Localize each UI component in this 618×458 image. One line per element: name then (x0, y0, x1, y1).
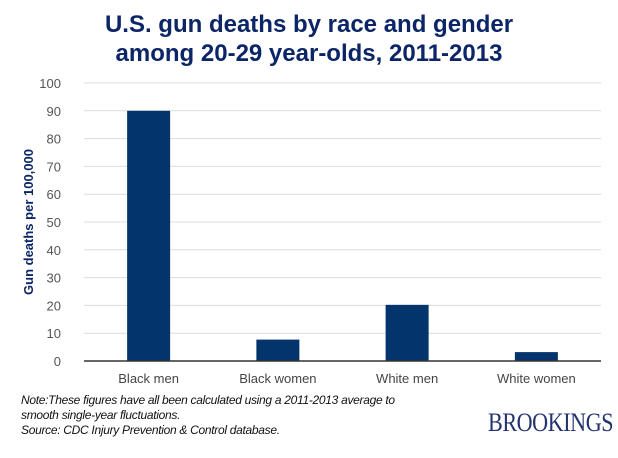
y-tick-label: 70 (47, 159, 61, 174)
y-tick-label: 100 (39, 76, 61, 91)
chart-title: U.S. gun deaths by race and gender among… (0, 10, 618, 68)
y-tick-label: 40 (47, 243, 61, 258)
y-tick-label: 80 (47, 132, 61, 147)
y-tick-label: 20 (47, 298, 61, 313)
y-tick-label: 30 (47, 271, 61, 286)
note-line-2: smooth single-year fluctuations. (21, 408, 181, 422)
bar-black-women (256, 339, 300, 361)
title-line-2: among 20-29 year-olds, 2011-2013 (115, 40, 503, 67)
brookings-logo: BROOKINGS (488, 408, 614, 437)
bar-white-women (514, 352, 558, 361)
y-axis-label: Gun deaths per 100,000 (21, 149, 36, 295)
source-line: Source: CDC Injury Prevention & Control … (21, 423, 280, 437)
x-tick-label: Black men (118, 371, 179, 386)
x-tick-label: White women (497, 371, 576, 386)
x-tick-label: Black women (239, 371, 316, 386)
bar-black-men (127, 110, 171, 361)
note-line-1: Note:These figures have all been calcula… (21, 393, 395, 407)
y-tick-label: 90 (47, 104, 61, 119)
y-tick-label: 0 (54, 354, 61, 369)
title-line-1: U.S. gun deaths by race and gender (104, 11, 514, 38)
y-tick-label: 60 (47, 187, 61, 202)
x-tick-label: White men (376, 371, 438, 386)
y-tick-label: 50 (47, 215, 61, 230)
footnote: Note:These figures have all been calcula… (21, 393, 395, 438)
bar-white-men (385, 304, 429, 361)
y-tick-label: 10 (47, 326, 61, 341)
